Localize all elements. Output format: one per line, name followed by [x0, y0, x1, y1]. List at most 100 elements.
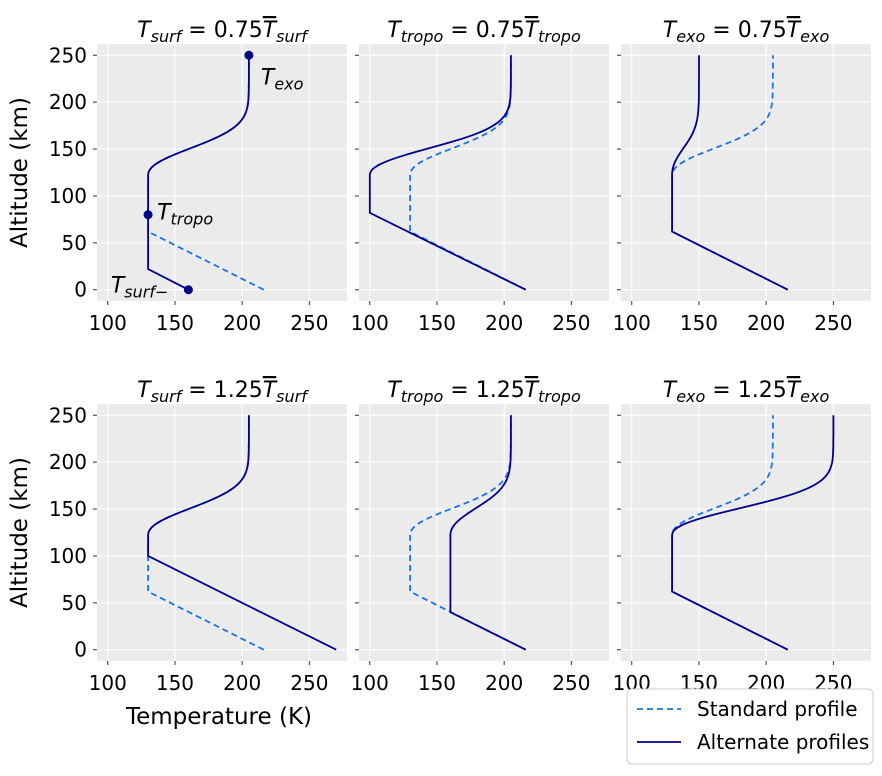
x-tick-label: 200 [747, 311, 785, 335]
title-symbol: T [137, 18, 152, 43]
title-equation: = 0.75 [705, 18, 786, 43]
x-tick-label: 100 [351, 671, 389, 695]
alternate-profile-line [671, 55, 789, 291]
title-subscript-2: exo [800, 27, 829, 46]
panel-title: Tsurf = 0.75Tsurf [137, 18, 309, 46]
y-tick-label: 0 [74, 638, 87, 662]
y-tick-label: 200 [49, 450, 87, 474]
marker-symbol: T [261, 65, 276, 90]
y-tick-label: 250 [49, 43, 87, 67]
x-tick-label: 150 [418, 671, 456, 695]
alternate-profile-line [368, 55, 527, 291]
title-subscript: tropo [401, 27, 444, 46]
x-tick-label: 150 [680, 311, 718, 335]
x-axis-label: Temperature (K) [125, 704, 312, 730]
y-tick-label: 50 [62, 591, 87, 615]
x-tick-label: 100 [89, 671, 127, 695]
y-tick-label: 100 [49, 544, 87, 568]
standard-profile-line [671, 55, 789, 291]
marker-subscript: surf− [124, 283, 168, 302]
y-tick-label: 200 [49, 90, 87, 114]
x-tick-label: 250 [552, 671, 590, 695]
title-subscript: exo [676, 27, 705, 46]
title-symbol-bar: T [787, 18, 802, 43]
panel-title: Texo = 0.75Texo [663, 18, 830, 46]
panel-title: Texo = 1.25Texo [663, 378, 830, 406]
title-equation: = 0.75 [181, 18, 262, 43]
x-tick-label: 250 [290, 671, 328, 695]
title-symbol: T [387, 378, 402, 403]
title-symbol: T [663, 378, 678, 403]
title-subscript: tropo [401, 387, 444, 406]
title-symbol-bar: T [263, 18, 278, 43]
alternate-profile-line [449, 415, 527, 651]
title-subscript: surf [151, 387, 184, 406]
x-tick-label: 100 [89, 311, 127, 335]
title-subscript-2: tropo [538, 387, 581, 406]
title-symbol-bar: T [525, 18, 540, 43]
y-tick-label: 150 [49, 497, 87, 521]
standard-profile-line [671, 415, 789, 651]
title-symbol-bar: T [525, 378, 540, 403]
x-tick-label: 150 [156, 671, 194, 695]
marker-subscript: tropo [171, 210, 214, 229]
plot-background [359, 44, 609, 301]
marker-label: Texo [261, 65, 304, 93]
panel-title: Ttropo = 0.75Ttropo [387, 18, 581, 46]
x-tick-label: 200 [485, 671, 523, 695]
x-tick-label: 150 [418, 311, 456, 335]
title-equation: = 1.25 [181, 378, 262, 403]
title-symbol: T [137, 378, 152, 403]
title-equation: = 0.75 [443, 18, 524, 43]
alternate-profile-line [671, 415, 835, 651]
marker-label: Ttropo [157, 201, 213, 229]
title-symbol-bar: T [263, 378, 278, 403]
x-tick-label: 100 [613, 311, 651, 335]
y-axis-label: Altitude (km) [7, 457, 33, 608]
title-symbol: T [387, 18, 402, 43]
x-tick-label: 200 [223, 311, 261, 335]
panel-title: Ttropo = 1.25Ttropo [387, 378, 581, 406]
plot-background [621, 44, 871, 301]
legend-box [626, 688, 874, 765]
marker-symbol: T [111, 274, 126, 299]
marker-point [183, 285, 193, 295]
alternate-profile-line [147, 415, 337, 651]
legend-label: Standard profile [697, 697, 858, 721]
marker-label: Tsurf− [111, 274, 169, 302]
title-subscript: surf [151, 27, 184, 46]
plot-background [359, 404, 609, 661]
title-symbol-bar: T [787, 378, 802, 403]
y-tick-label: 0 [74, 278, 87, 302]
y-tick-label: 100 [49, 184, 87, 208]
title-symbol: T [663, 18, 678, 43]
legend: Standard profile Alternate profiles [626, 688, 874, 765]
title-subscript-2: surf [276, 27, 309, 46]
title-subscript-2: exo [800, 387, 829, 406]
plot-background [97, 404, 347, 661]
title-subscript-2: tropo [538, 27, 581, 46]
x-tick-label: 200 [223, 671, 261, 695]
marker-symbol: T [157, 201, 172, 226]
plot-background [621, 404, 871, 661]
marker-point [244, 50, 254, 60]
y-axis-label: Altitude (km) [7, 97, 33, 248]
marker-point [143, 210, 153, 220]
title-equation: = 1.25 [705, 378, 786, 403]
y-tick-label: 250 [49, 403, 87, 427]
plot-background [97, 44, 347, 301]
legend-label: Alternate profiles [697, 730, 869, 754]
alternate-profile-line [147, 55, 250, 291]
panel-title: Tsurf = 1.25Tsurf [137, 378, 309, 406]
title-equation: = 1.25 [443, 378, 524, 403]
marker-subscript: exo [274, 74, 303, 93]
title-subscript-2: surf [276, 387, 309, 406]
y-tick-label: 150 [49, 137, 87, 161]
